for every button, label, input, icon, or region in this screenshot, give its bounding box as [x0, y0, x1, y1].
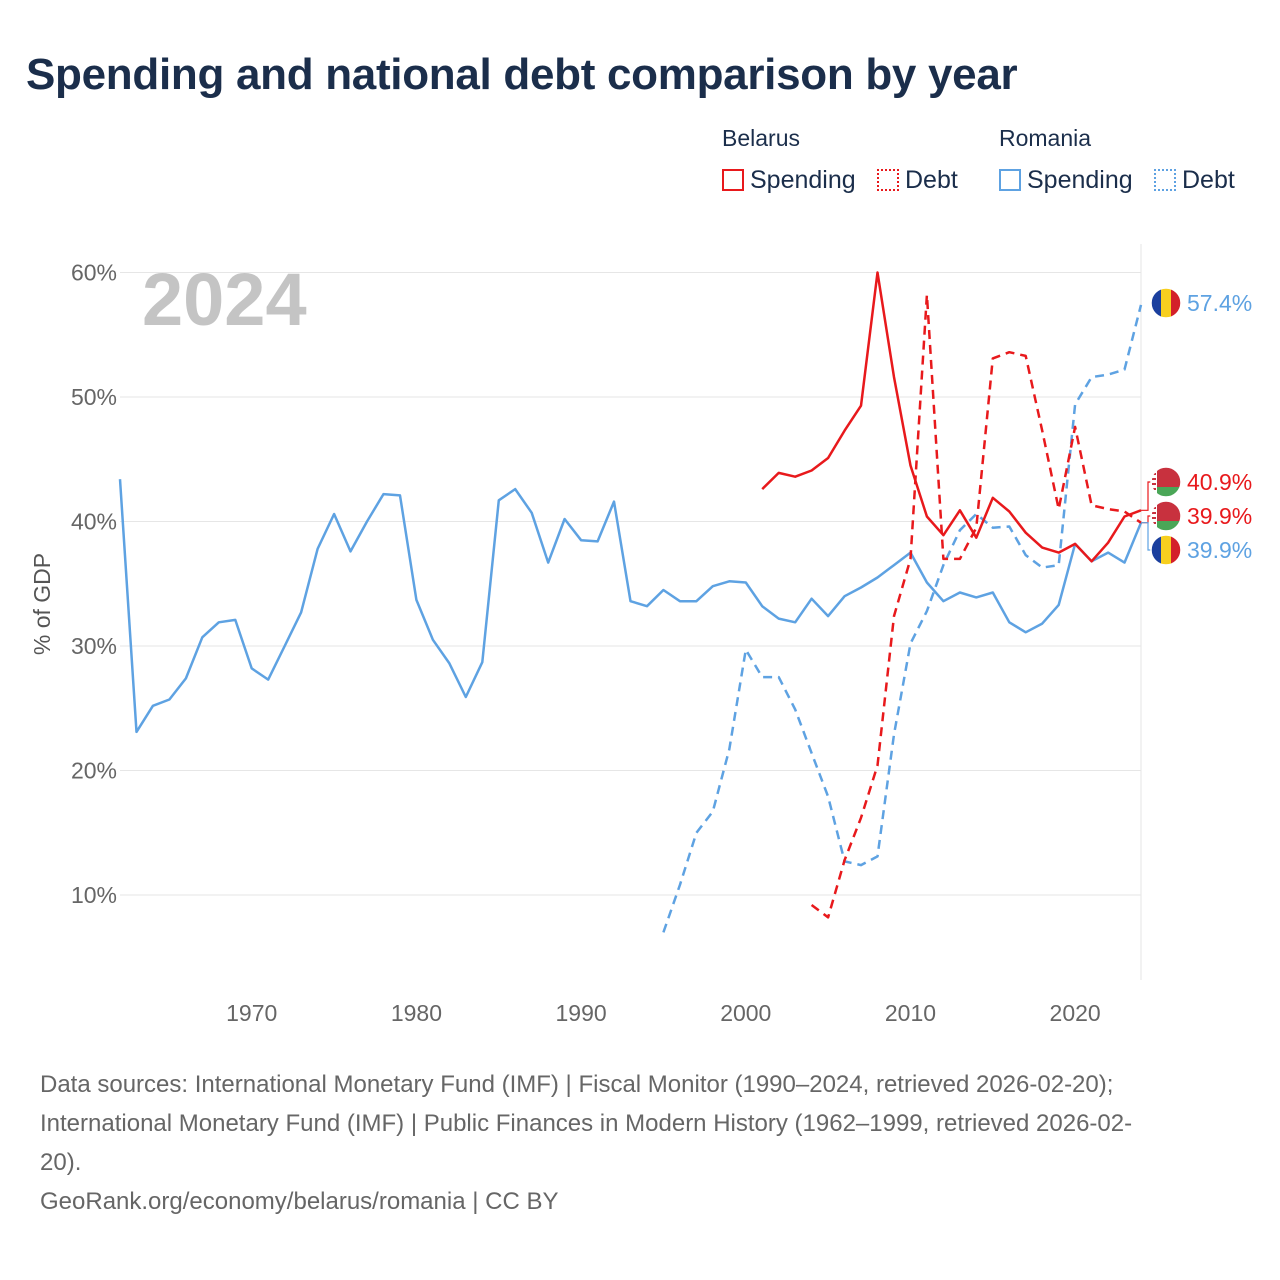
x-tick-label: 1980 — [391, 1000, 442, 1026]
end-value-label: 57.4% — [1187, 290, 1252, 316]
footer-source-line-1: Data sources: International Monetary Fun… — [40, 1071, 1114, 1098]
romania-flag-icon — [1150, 534, 1182, 566]
belarus-flag-icon — [1150, 500, 1182, 532]
legend-swatch-dotted-icon — [877, 169, 899, 191]
year-watermark: 2024 — [142, 258, 307, 341]
series-line-romania-debt[interactable] — [662, 304, 1143, 933]
footer-source-line-3: 20). — [40, 1149, 82, 1176]
x-tick-label: 2010 — [885, 1000, 936, 1026]
end-labels: 57.4% 40.9% 39.9% 39.9% — [1141, 287, 1252, 566]
series-line-belarus-debt[interactable] — [810, 293, 1142, 919]
y-axis-ticks: 10% 20% 30% 40% 50% 60% — [71, 260, 117, 909]
y-tick-label: 30% — [71, 633, 117, 659]
x-tick-label: 2020 — [1050, 1000, 1101, 1026]
legend-label: Spending — [1027, 166, 1133, 194]
series-line-romania-spending[interactable] — [118, 479, 1143, 734]
end-value-label: 40.9% — [1187, 469, 1252, 495]
gridlines — [120, 244, 1142, 980]
y-tick-label: 10% — [71, 882, 117, 908]
line-chart: 10% 20% 30% 40% 50% 60% 1970 1980 1990 2000 2010 2… — [29, 244, 1252, 1026]
legend-swatch-dotted-icon — [1154, 169, 1176, 191]
series-lines — [118, 271, 1143, 933]
romania-flag-icon — [1150, 287, 1182, 319]
series-line-belarus-spending[interactable] — [761, 271, 1142, 563]
legend-swatch-solid-icon — [999, 169, 1021, 191]
legend-label: Debt — [1182, 166, 1235, 194]
x-tick-label: 1990 — [556, 1000, 607, 1026]
belarus-flag-icon — [1150, 466, 1182, 498]
chart-title: Spending and national debt comparison by… — [26, 50, 1018, 99]
legend-romania-debt[interactable]: Debt — [1154, 166, 1235, 195]
end-value-label: 39.9% — [1187, 537, 1252, 563]
x-axis-ticks: 1970 1980 1990 2000 2010 2020 — [226, 1000, 1101, 1026]
y-tick-label: 60% — [71, 260, 117, 286]
legend-label: Debt — [905, 166, 958, 194]
x-tick-label: 1970 — [226, 1000, 277, 1026]
legend-belarus-debt[interactable]: Debt — [877, 166, 958, 195]
y-tick-label: 50% — [71, 384, 117, 410]
legend-label: Spending — [750, 166, 856, 194]
legend-swatch-solid-icon — [722, 169, 744, 191]
footer-source-line-2: International Monetary Fund (IMF) | Publ… — [40, 1110, 1133, 1137]
y-tick-label: 20% — [71, 758, 117, 784]
legend-group-romania: Romania — [999, 125, 1092, 151]
y-axis-label: % of GDP — [29, 553, 55, 655]
legend-group-belarus: Belarus — [722, 125, 800, 151]
end-value-label: 39.9% — [1187, 503, 1252, 529]
legend-romania-spending[interactable]: Spending — [999, 166, 1133, 195]
legend-belarus-spending[interactable]: Spending — [722, 166, 856, 195]
footer-attribution[interactable]: GeoRank.org/economy/belarus/romania | CC… — [40, 1188, 559, 1215]
x-tick-label: 2000 — [720, 1000, 771, 1026]
y-tick-label: 40% — [71, 509, 117, 535]
